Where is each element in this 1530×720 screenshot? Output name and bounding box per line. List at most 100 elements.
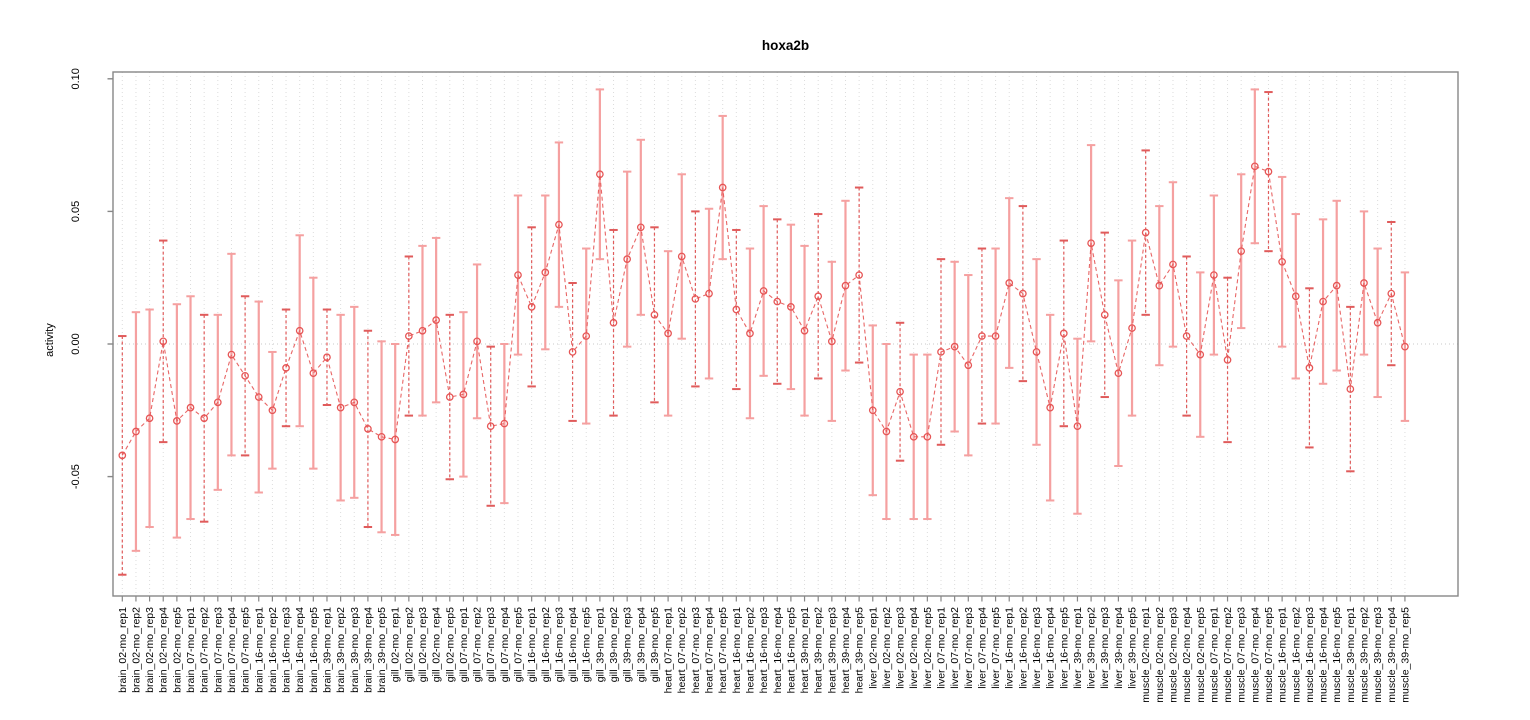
x-tick-label: brain_16-mo_rep3 xyxy=(281,607,293,693)
series-line xyxy=(121,165,1406,456)
x-tick-label: liver_02-mo_rep5 xyxy=(922,607,934,689)
data-point xyxy=(732,305,741,314)
x-tick-label: heart_16-mo_rep4 xyxy=(772,607,784,694)
x-tick-label: gill_07-mo_rep2 xyxy=(472,607,484,682)
data-point xyxy=(623,255,632,263)
data-point xyxy=(213,398,222,407)
x-tick-label: gill_16-mo_rep1 xyxy=(526,607,538,682)
x-tick-label: liver_16-mo_rep5 xyxy=(1058,607,1070,689)
data-point xyxy=(1332,281,1341,290)
x-tick-label: muscle_02-mo_rep5 xyxy=(1195,607,1207,703)
data-point xyxy=(282,364,290,372)
data-point xyxy=(773,297,782,306)
x-tick-label: liver_39-mo_rep1 xyxy=(1072,607,1084,689)
data-point xyxy=(636,223,645,232)
data-point xyxy=(159,337,168,346)
data-point xyxy=(596,170,604,179)
x-tick-label: gill_16-mo_rep3 xyxy=(553,607,565,682)
data-point xyxy=(459,390,468,399)
data-point xyxy=(1100,310,1109,319)
data-point xyxy=(1223,356,1232,364)
x-tick-label: gill_07-mo_rep3 xyxy=(485,607,497,682)
x-tick-label: liver_02-mo_rep1 xyxy=(867,607,879,689)
data-point xyxy=(1087,239,1095,248)
data-point xyxy=(323,353,331,362)
x-tick-label: liver_39-mo_rep5 xyxy=(1127,607,1139,689)
data-point xyxy=(868,406,877,415)
x-tick-label: gill_39-mo_rep5 xyxy=(649,607,661,682)
data-point xyxy=(978,332,986,340)
x-tick-label: heart_16-mo_rep3 xyxy=(758,607,770,694)
data-point xyxy=(1141,228,1150,237)
x-tick-label: brain_02-mo_rep4 xyxy=(158,607,170,693)
x-tick-label: heart_39-mo_rep5 xyxy=(854,607,866,694)
data-point xyxy=(882,427,891,436)
x-tick-label: heart_16-mo_rep2 xyxy=(744,607,756,694)
data-point xyxy=(1250,162,1259,171)
x-tick-label: brain_39-mo_rep2 xyxy=(335,607,347,693)
x-tick-label: brain_16-mo_rep1 xyxy=(253,607,265,693)
x-tick-label: muscle_02-mo_rep1 xyxy=(1140,607,1152,703)
x-tick-label: muscle_07-mo_rep4 xyxy=(1249,607,1261,703)
x-tick-label: heart_07-mo_rep5 xyxy=(717,607,729,694)
data-point xyxy=(118,451,127,460)
x-tick-label: muscle_07-mo_rep3 xyxy=(1236,607,1248,703)
x-tick-label: liver_39-mo_rep3 xyxy=(1099,607,1111,689)
x-tick-label: gill_39-mo_rep4 xyxy=(635,607,647,682)
x-tick-label: muscle_02-mo_rep4 xyxy=(1181,607,1193,703)
x-tick-label: gill_07-mo_rep4 xyxy=(499,607,511,682)
data-point xyxy=(473,337,481,346)
data-point xyxy=(377,432,386,441)
data-point xyxy=(404,332,413,340)
data-point xyxy=(227,350,236,359)
x-tick-label: muscle_07-mo_rep2 xyxy=(1222,607,1234,703)
x-tick-label: muscle_07-mo_rep1 xyxy=(1208,607,1220,703)
x-tick-label: liver_16-mo_rep2 xyxy=(1017,607,1029,689)
x-tick-label: gill_16-mo_rep5 xyxy=(581,607,593,682)
data-point xyxy=(1032,348,1041,356)
data-point xyxy=(1182,332,1191,340)
x-tick-label: gill_39-mo_rep2 xyxy=(608,607,620,682)
data-point xyxy=(937,348,945,356)
data-point xyxy=(555,220,563,229)
data-point xyxy=(1046,403,1055,412)
x-tick-label: brain_07-mo_rep1 xyxy=(185,607,197,693)
data-point xyxy=(486,422,495,431)
data-point xyxy=(787,303,795,311)
x-tick-label: heart_07-mo_rep3 xyxy=(690,607,702,694)
data-point xyxy=(896,387,904,396)
x-tick-label: liver_16-mo_rep1 xyxy=(1004,607,1016,689)
data-point xyxy=(705,289,713,298)
data-point xyxy=(432,316,440,324)
data-point xyxy=(691,295,700,303)
x-tick-label: liver_07-mo_rep2 xyxy=(949,607,961,689)
data-point xyxy=(650,310,659,319)
data-point xyxy=(1196,350,1205,359)
data-point xyxy=(814,292,823,301)
x-tick-label: liver_16-mo_rep4 xyxy=(1045,607,1057,689)
data-point xyxy=(268,406,277,415)
x-tick-label: muscle_16-mo_rep4 xyxy=(1318,607,1330,703)
x-tick-label: gill_39-mo_rep3 xyxy=(622,607,634,682)
data-point xyxy=(1059,329,1068,338)
x-tick-label: brain_39-mo_rep5 xyxy=(376,607,388,693)
x-tick-label: muscle_39-mo_rep5 xyxy=(1399,607,1411,703)
data-point xyxy=(855,271,863,279)
x-tick-label: gill_07-mo_rep1 xyxy=(458,607,470,682)
data-point xyxy=(541,268,550,277)
x-tick-label: liver_02-mo_rep2 xyxy=(881,607,893,689)
data-point xyxy=(500,419,509,428)
x-tick-label: heart_07-mo_rep4 xyxy=(704,607,716,694)
x-tick-label: heart_07-mo_rep2 xyxy=(676,607,688,694)
x-tick-label: brain_07-mo_rep3 xyxy=(212,607,224,693)
x-tick-label: brain_16-mo_rep4 xyxy=(294,607,306,693)
data-point xyxy=(841,281,850,290)
x-tick-label: heart_39-mo_rep3 xyxy=(826,607,838,694)
x-tick-label: liver_39-mo_rep4 xyxy=(1113,607,1125,689)
x-tick-label: brain_16-mo_rep2 xyxy=(267,607,279,693)
x-tick-label: liver_02-mo_rep3 xyxy=(895,607,907,689)
data-point xyxy=(991,332,1000,340)
data-point xyxy=(1401,342,1409,351)
